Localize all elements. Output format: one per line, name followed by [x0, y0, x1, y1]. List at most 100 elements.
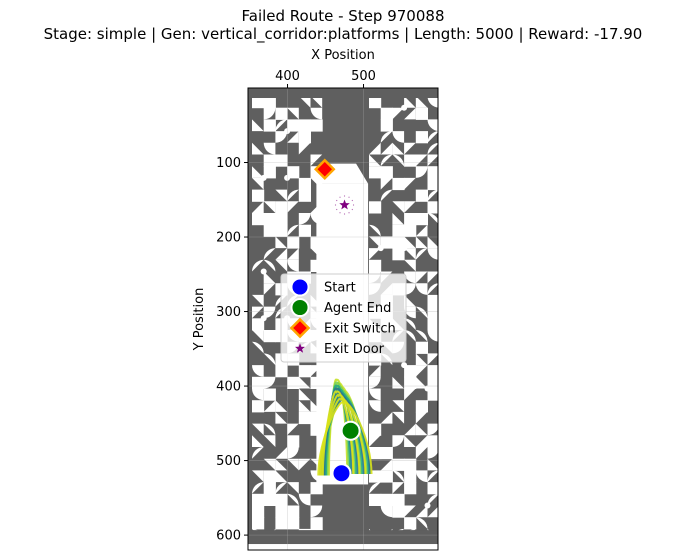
map-tile: [369, 201, 382, 214]
map-tile: [404, 470, 417, 483]
map-tile: [415, 283, 428, 295]
map-tile: [404, 482, 417, 495]
map-tile: [427, 376, 438, 389]
map-tile: [369, 493, 382, 506]
map-tile: [427, 142, 438, 155]
map-tile: [275, 482, 288, 494]
map-tile: [275, 259, 288, 272]
map-tile: [287, 119, 300, 132]
map-tile: [298, 189, 311, 202]
map-tile: [427, 458, 438, 471]
map-tile: [298, 365, 311, 378]
y-tick-label: 600: [216, 529, 241, 544]
map-tile: [252, 447, 264, 459]
map-tile: [369, 142, 381, 155]
map-tile: [263, 119, 276, 132]
map-tile: [252, 376, 265, 389]
map-tile: [275, 458, 288, 471]
map-tile: [275, 505, 288, 518]
map-tile: [252, 142, 264, 155]
map-tile: [263, 482, 276, 495]
map-tile: [298, 224, 311, 237]
map-tile: [404, 306, 416, 319]
map-tile: [427, 131, 438, 143]
map-tile: [263, 306, 276, 319]
map-tile: [415, 166, 428, 178]
map-tile: [392, 236, 405, 249]
legend-label: Start: [324, 281, 356, 296]
map-tile: [252, 330, 264, 342]
axes: 400 500 100 200 300 400 500 600 X Position Y Posi…: [192, 48, 376, 544]
map-tile: [424, 502, 431, 509]
map-tile: [427, 213, 438, 224]
map-tile: [275, 224, 288, 237]
map-tile: [377, 245, 384, 252]
map-tile: [392, 154, 405, 167]
map-tile: [252, 470, 264, 483]
map-tile: [380, 447, 393, 460]
map-tile: [415, 376, 428, 389]
map-tile: [415, 400, 428, 413]
map-tile: [310, 365, 323, 377]
map-tile: [252, 388, 264, 401]
map-bottom: [248, 544, 438, 550]
map-tile: [415, 505, 428, 518]
map-tile: [415, 517, 428, 529]
map-tile: [415, 411, 428, 424]
map-tile: [427, 236, 438, 249]
map-tile: [263, 470, 276, 483]
map-tile: [404, 213, 417, 226]
map-tile: [263, 493, 276, 506]
map-tile: [252, 318, 265, 331]
map-tile: [263, 166, 276, 179]
exit-door-dot: [343, 195, 346, 197]
map-tile: [263, 96, 276, 109]
map-tile: [404, 388, 416, 401]
map-tile: [427, 353, 438, 366]
map-tile: [380, 142, 393, 155]
exit-door-dot: [351, 208, 353, 211]
map-tile: [427, 96, 438, 108]
map-tile: [263, 271, 276, 284]
map-tile: [427, 388, 438, 401]
map-tile: [404, 376, 417, 389]
map-tile: [427, 283, 438, 295]
chart-title: Failed Route - Step 970088: [241, 7, 445, 25]
map-tile: [392, 107, 405, 120]
map-tile: [415, 470, 428, 483]
map-tile: [404, 248, 416, 260]
map-tile: [369, 259, 382, 272]
map-tile: [404, 96, 416, 108]
map-ceiling: [248, 88, 438, 98]
map-tile: [275, 447, 288, 459]
map-tile: [401, 362, 408, 369]
exit-door-dot: [339, 196, 341, 198]
map-tile: [404, 435, 416, 447]
map-tile: [263, 330, 276, 343]
map-tile: [404, 259, 416, 272]
map-tile: [380, 189, 393, 202]
map-tile: [263, 353, 276, 366]
map-tile: [415, 189, 428, 202]
map-tile: [252, 341, 264, 354]
map-tile: [310, 517, 323, 530]
map-tile: [298, 119, 311, 132]
map-tile: [298, 142, 311, 155]
map-tile: [275, 493, 288, 506]
map-tile: [287, 259, 299, 272]
map-tile: [392, 400, 405, 412]
map-tile: [415, 447, 428, 459]
map-tile: [298, 376, 311, 389]
map-tile: [298, 213, 311, 225]
map-tile: [287, 458, 299, 471]
map-tile: [298, 388, 311, 401]
y-axis-label: Y Position: [192, 288, 207, 352]
map-tile: [263, 259, 276, 272]
map-tile: [260, 268, 267, 275]
map-tile: [380, 177, 393, 190]
map-tile: [275, 248, 288, 260]
map-tile: [369, 400, 381, 412]
map-tile: [263, 248, 276, 260]
map-tile: [380, 411, 393, 424]
map-tile: [427, 271, 438, 284]
